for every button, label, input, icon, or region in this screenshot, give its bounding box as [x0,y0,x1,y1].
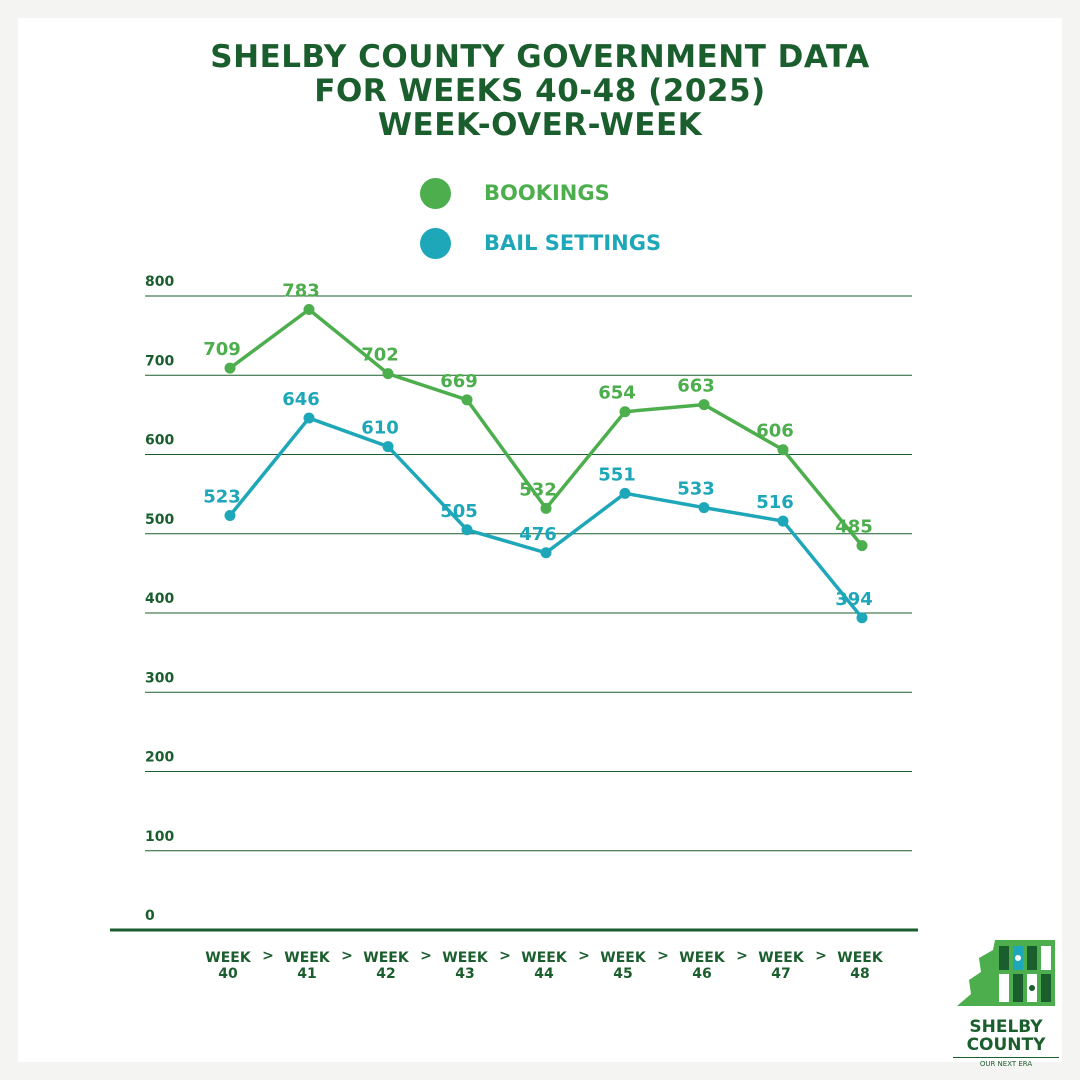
category-separator: > [499,948,511,964]
title-line-1: SHELBY COUNTY GOVERNMENT DATA [210,39,870,75]
data-point [540,547,552,559]
data-point [540,502,552,514]
data-point [461,394,473,406]
background-sheet [18,18,1062,1062]
county-map-icon [957,940,1055,1006]
logo-name-line-1: SHELBY [969,1017,1043,1037]
series-line-bail-settings [228,416,864,619]
y-tick-label: 0 [145,908,155,924]
data-label: 646 [282,389,320,410]
data-point [619,406,631,418]
data-point [382,368,394,380]
y-tick-label: 800 [145,274,174,290]
data-label: 709 [203,339,241,360]
data-label: 610 [361,418,399,439]
data-label: 505 [440,501,478,522]
data-label: 533 [677,479,715,500]
data-label: 702 [361,345,399,366]
title-line-2: FOR WEEKS 40-48 (2025) [314,73,766,109]
x-tick-label: WEEK 41 [284,950,331,982]
data-label: 523 [203,487,241,508]
x-tick-label: WEEK 47 [758,950,805,982]
data-point [777,444,789,456]
x-tick-label: WEEK 46 [679,950,726,982]
data-point [461,524,473,536]
data-point [856,540,868,552]
category-separator: > [420,948,432,964]
data-point [777,515,789,527]
data-label: 669 [440,371,478,392]
data-label: 783 [282,280,320,301]
data-point [698,502,710,514]
legend-item-bookings: BOOKINGS [420,168,661,218]
x-tick-label: WEEK 48 [837,950,884,982]
category-separator: > [578,948,590,964]
data-point [698,399,710,411]
data-label: 606 [756,421,794,442]
data-label: 485 [835,517,873,538]
x-tick-label: WEEK 45 [600,950,647,982]
data-point [619,487,631,499]
y-tick-label: 700 [145,353,174,369]
y-tick-label: 400 [145,591,174,607]
data-label: 476 [519,524,557,545]
data-point [382,441,394,453]
data-label: 394 [835,589,873,610]
y-tick-label: 500 [145,512,174,528]
data-point [224,510,236,522]
data-label: 663 [677,376,715,397]
logo-name-line-2: COUNTY [966,1035,1046,1055]
x-tick-label: WEEK 40 [205,950,252,982]
legend-dot-bail-settings [420,227,451,259]
title-line-3: WEEK-OVER-WEEK [377,107,703,143]
y-tick-label: 100 [145,829,174,845]
legend-label-bookings: BOOKINGS [484,181,610,205]
logo-name: SHELBY COUNTY [953,1018,1059,1054]
data-label: 516 [756,492,794,513]
legend: BOOKINGS BAIL SETTINGS [420,168,661,268]
logo-tagline: OUR NEXT ERA [953,1057,1059,1068]
legend-label-bail-settings: BAIL SETTINGS [484,231,662,255]
data-point [224,362,236,374]
legend-item-bail-settings: BAIL SETTINGS [420,218,661,268]
category-separator: > [736,948,748,964]
data-label: 654 [598,383,636,404]
category-separator: > [657,948,669,964]
y-tick-label: 300 [145,670,174,686]
legend-dot-bookings [420,177,451,209]
category-separator: > [262,948,274,964]
category-separator: > [815,948,827,964]
x-tick-label: WEEK 42 [363,950,410,982]
data-point [303,412,315,424]
category-separator: > [341,948,353,964]
x-tick-label: WEEK 44 [521,950,568,982]
shelby-county-logo: SHELBY COUNTY OUR NEXT ERA [953,936,1059,1068]
data-point [303,303,315,315]
data-point [856,612,868,624]
data-label: 532 [519,479,557,500]
chart-title: SHELBY COUNTY GOVERNMENT DATA FOR WEEKS … [0,40,1080,142]
data-label: 551 [598,464,636,485]
y-tick-label: 200 [145,750,174,766]
y-tick-label: 600 [145,433,174,449]
x-tick-label: WEEK 43 [442,950,489,982]
